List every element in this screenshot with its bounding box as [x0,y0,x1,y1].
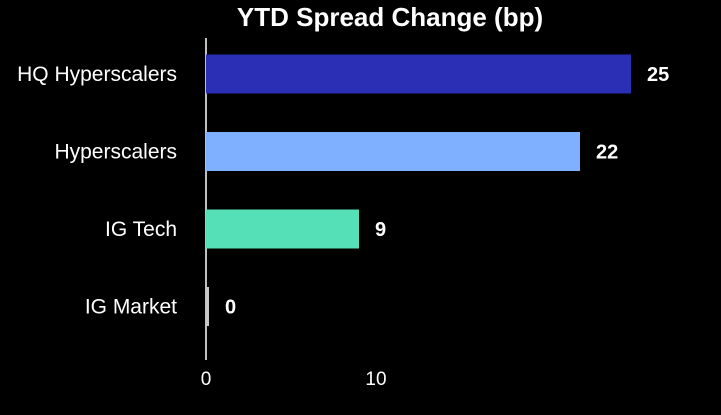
value-label-hq-hyperscalers: 25 [647,64,669,86]
category-label-hq-hyperscalers: HQ Hyperscalers [17,63,177,86]
category-label-ig-market: IG Market [85,296,177,319]
category-label-hyperscalers: Hyperscalers [54,141,177,164]
bar-hq-hyperscalers [206,54,631,94]
value-label-hyperscalers: 22 [596,142,618,164]
chart-title: YTD Spread Change (bp) [237,2,543,32]
x-tick-label: 10 [365,369,386,390]
bars-group: HQ Hyperscalers 25 Hyperscalers 22 IG Tech 9 I… [17,54,669,326]
bar-hyperscalers [206,132,580,171]
x-ticks-group: 0 10 [201,369,387,390]
value-label-ig-tech: 9 [375,219,386,241]
bar-ig-market [206,287,209,326]
value-label-ig-market: 0 [225,297,236,319]
x-tick-label: 0 [201,369,212,390]
category-label-ig-tech: IG Tech [105,218,177,241]
bar-ig-tech [206,209,359,249]
